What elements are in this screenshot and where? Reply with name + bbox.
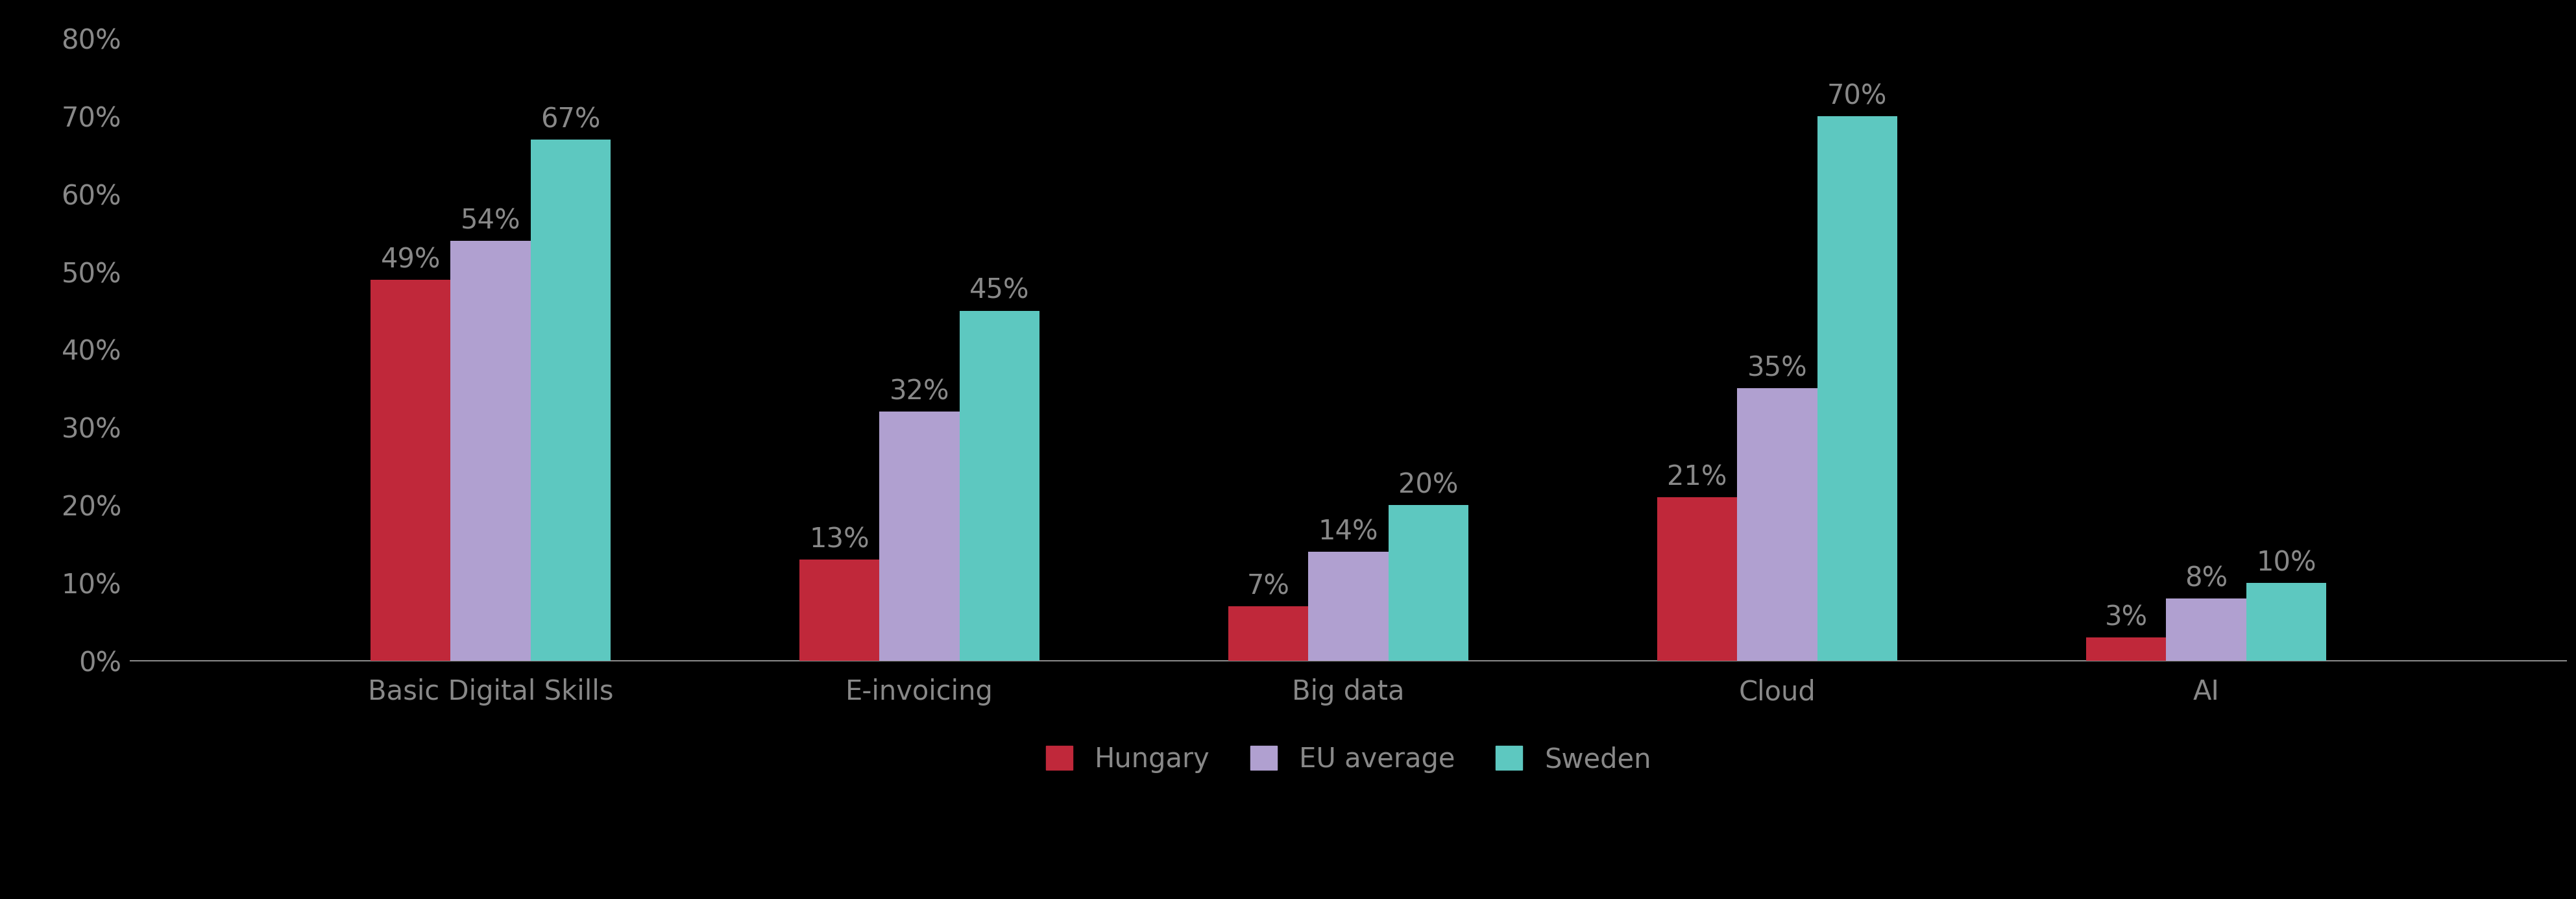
Text: 49%: 49%	[381, 246, 440, 273]
Bar	[2087, 637, 2166, 661]
Bar	[371, 280, 451, 661]
Bar	[958, 311, 1041, 661]
Bar	[1388, 505, 1468, 661]
Bar	[1736, 388, 1816, 661]
Text: 3%: 3%	[2105, 604, 2148, 631]
Text: 7%: 7%	[1247, 573, 1291, 600]
Text: 70%: 70%	[1826, 83, 1888, 110]
Text: 8%: 8%	[2184, 565, 2228, 592]
Bar	[1229, 606, 1309, 661]
Text: 45%: 45%	[969, 277, 1030, 305]
Bar	[531, 139, 611, 661]
Legend: Hungary, EU average, Sweden: Hungary, EU average, Sweden	[1036, 735, 1662, 784]
Text: 10%: 10%	[2257, 549, 2316, 576]
Bar	[878, 412, 958, 661]
Bar	[2166, 599, 2246, 661]
Bar	[1656, 497, 1736, 661]
Text: 14%: 14%	[1319, 518, 1378, 546]
Text: 35%: 35%	[1747, 355, 1808, 382]
Text: 67%: 67%	[541, 106, 600, 133]
Bar	[2246, 583, 2326, 661]
Bar	[799, 559, 878, 661]
Text: 32%: 32%	[889, 378, 951, 405]
Bar	[1816, 116, 1899, 661]
Text: 21%: 21%	[1667, 464, 1726, 491]
Text: 54%: 54%	[461, 207, 520, 235]
Text: 13%: 13%	[809, 526, 871, 553]
Bar	[451, 241, 531, 661]
Text: 20%: 20%	[1399, 472, 1458, 499]
Bar	[1309, 552, 1388, 661]
